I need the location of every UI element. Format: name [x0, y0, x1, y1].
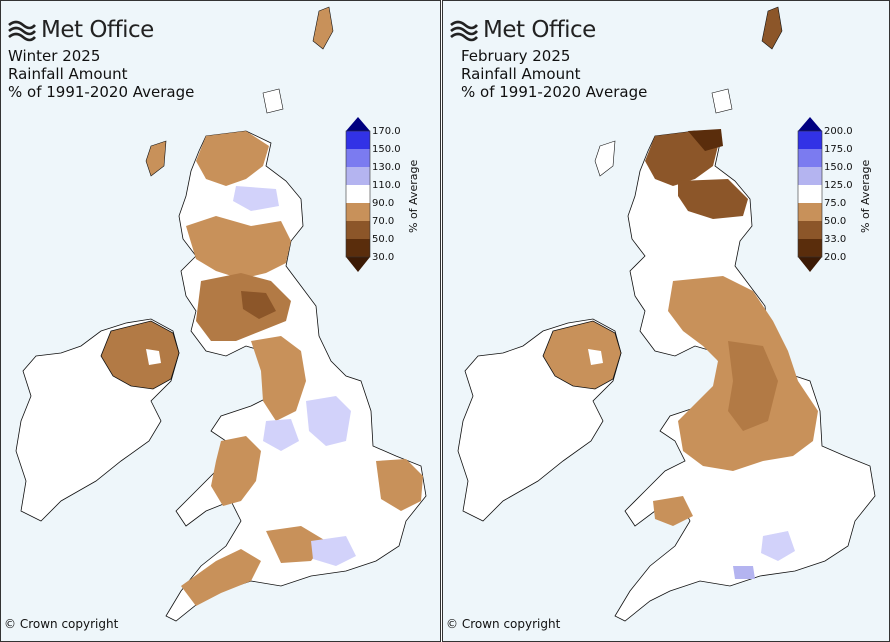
- northern-ireland-region: [100, 320, 180, 390]
- colorbar-tick-label: 33.0: [824, 234, 847, 245]
- moray-region: [678, 179, 748, 219]
- colorbar-band: [798, 221, 822, 239]
- colorbar-legend: 200.0 175.0 150.0 125.0 75.0 50.0 33.0 2…: [795, 115, 885, 275]
- scotland-north-region: [196, 131, 269, 186]
- colorbar-title: % of Average: [407, 159, 420, 233]
- shetland-islands: [761, 6, 783, 50]
- orkney-islands: [711, 88, 733, 114]
- colorbar-tick-label: 130.0: [372, 162, 401, 173]
- colorbar-band: [798, 239, 822, 257]
- map-panel-february: Met Office February 2025 Rainfall Amount…: [442, 0, 890, 642]
- map-title-line: Rainfall Amount: [8, 65, 128, 83]
- colorbar-tick-label: 110.0: [372, 180, 401, 191]
- colorbar-tick-label: 20.0: [824, 252, 847, 263]
- map-title-line: % of 1991-2020 Average: [8, 83, 195, 101]
- south-region: [266, 526, 326, 563]
- outer-hebrides: [145, 140, 167, 177]
- colorbar-band: [346, 221, 370, 239]
- cumbria-region: [241, 291, 276, 319]
- colorbar: [345, 117, 371, 272]
- colorbar-band: [798, 131, 822, 149]
- far-north-region: [688, 129, 723, 151]
- colorbar-tick-label: 150.0: [372, 144, 401, 155]
- met-office-wave-icon: [8, 20, 36, 42]
- colorbar-tick-label: 125.0: [824, 180, 853, 191]
- colorbar-tick-label: 90.0: [372, 198, 395, 209]
- colorbar-tick-label: 200.0: [824, 126, 853, 137]
- brand-name: Met Office: [483, 17, 596, 43]
- orkney-islands: [262, 88, 284, 114]
- london-wet-region: [761, 531, 795, 561]
- lough-neagh: [146, 349, 161, 365]
- southeast-wet-region: [311, 536, 356, 566]
- uk-rainfall-map: [457, 6, 876, 622]
- colorbar-band: [798, 203, 822, 221]
- colorbar-legend: 170.0 150.0 130.0 110.0 90.0 70.0 50.0 3…: [343, 115, 433, 275]
- northern-ireland-region: [542, 320, 622, 390]
- met-office-wave-icon: [450, 20, 478, 42]
- uk-rainfall-map: [15, 6, 427, 622]
- colorbar-band: [346, 167, 370, 185]
- east-anglia-region: [376, 459, 423, 511]
- map-title-line: Rainfall Amount: [461, 65, 581, 83]
- colorbar-band: [346, 185, 370, 203]
- colorbar-band: [346, 239, 370, 257]
- copyright-notice: © Crown copyright: [446, 617, 561, 631]
- colorbar-band: [798, 167, 822, 185]
- map-title-line: February 2025: [461, 47, 571, 65]
- yorkshire-wet-region: [306, 396, 351, 446]
- highland-wet-region: [233, 186, 279, 211]
- map-title: February 2025 Rainfall Amount % of 1991-…: [461, 47, 647, 101]
- colorbar-band: [798, 149, 822, 167]
- colorbar-band: [346, 203, 370, 221]
- northern-england-region: [251, 336, 306, 421]
- met-office-logo: Met Office: [7, 15, 154, 45]
- scotland-central-region: [186, 216, 291, 279]
- colorbar-band: [346, 131, 370, 149]
- brand-name: Met Office: [41, 17, 154, 43]
- pennines-region: [728, 341, 778, 431]
- map-title-line: % of 1991-2020 Average: [461, 83, 648, 101]
- south-wales-region: [653, 496, 693, 526]
- colorbar-top-arrow: [798, 117, 822, 131]
- wales-region: [211, 436, 261, 506]
- met-office-logo: Met Office: [449, 15, 596, 45]
- lough-neagh: [588, 349, 603, 365]
- colorbar-title: % of Average: [859, 159, 872, 233]
- colorbar-tick-label: 75.0: [824, 198, 847, 209]
- colorbar-tick-label: 50.0: [372, 234, 395, 245]
- colorbar-tick-label: 50.0: [824, 216, 847, 227]
- colorbar-tick-label: 150.0: [824, 162, 853, 173]
- midlands-wet-region: [263, 419, 299, 451]
- sussex-wet-region: [733, 566, 755, 579]
- colorbar-bottom-arrow: [346, 257, 370, 272]
- southwest-region: [181, 549, 261, 606]
- colorbar: [797, 117, 823, 272]
- copyright-notice: © Crown copyright: [4, 617, 119, 631]
- shetland-islands: [312, 6, 334, 50]
- colorbar-bottom-arrow: [798, 257, 822, 272]
- outer-hebrides: [594, 140, 616, 177]
- colorbar-top-arrow: [346, 117, 370, 131]
- colorbar-tick-label: 70.0: [372, 216, 395, 227]
- map-panel-winter: Met Office Winter 2025 Rainfall Amount %…: [0, 0, 441, 642]
- map-title: Winter 2025 Rainfall Amount % of 1991-20…: [8, 47, 194, 101]
- colorbar-tick-label: 30.0: [372, 252, 395, 263]
- colorbar-tick-label: 170.0: [372, 126, 401, 137]
- colorbar-band: [346, 149, 370, 167]
- colorbar-band: [798, 185, 822, 203]
- colorbar-tick-label: 175.0: [824, 144, 853, 155]
- map-title-line: Winter 2025: [8, 47, 101, 65]
